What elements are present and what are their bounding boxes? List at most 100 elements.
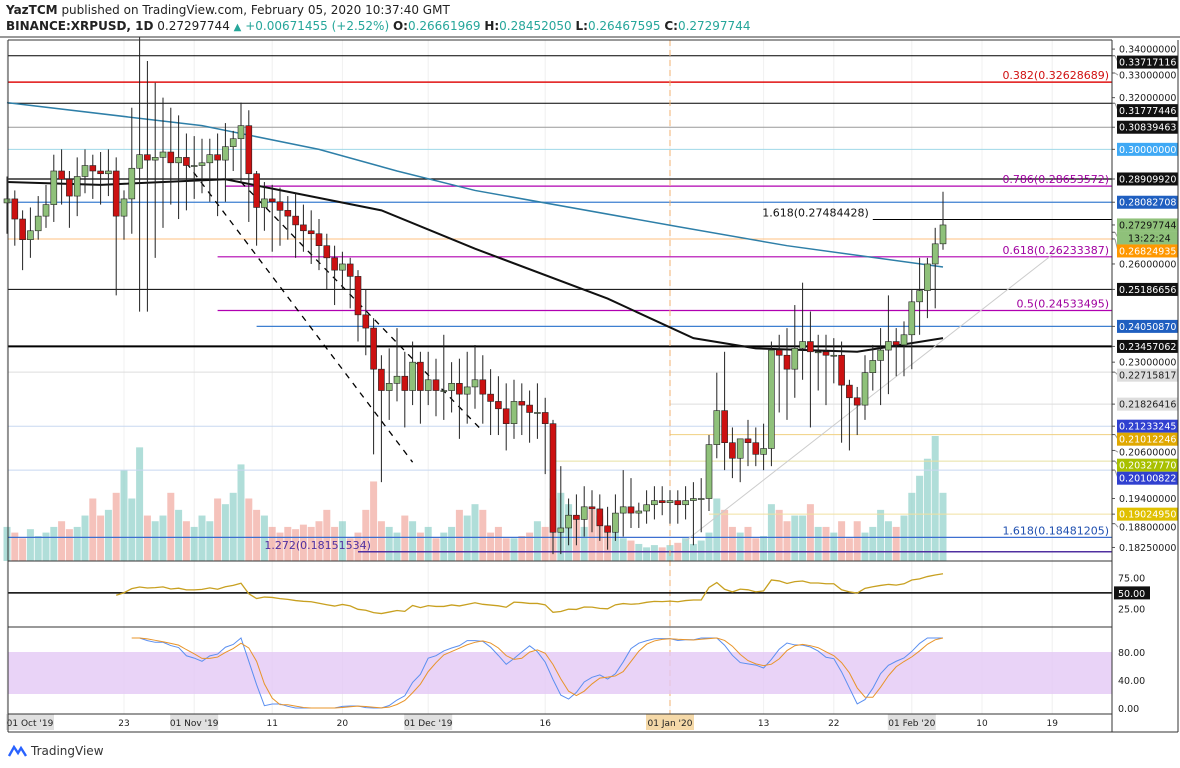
level-label: 1.618(0.27484428) <box>762 206 869 219</box>
candle-body <box>518 401 526 406</box>
candle-body <box>370 327 377 370</box>
candle-body <box>791 348 799 370</box>
candle-body <box>885 341 892 351</box>
volume-bar <box>198 515 206 561</box>
price-label-bg <box>1117 244 1178 258</box>
time-axis-label: 19 <box>1046 719 1058 729</box>
time-axis-label: 13 <box>758 719 769 729</box>
candle-body <box>190 165 198 167</box>
candle-body <box>346 263 354 277</box>
candle-body <box>136 154 143 169</box>
candle-body <box>838 354 845 386</box>
volume-bar <box>120 470 128 561</box>
candle-body <box>775 349 783 356</box>
candle-body <box>666 500 674 503</box>
candle-body <box>34 215 42 232</box>
candle-body <box>144 154 151 161</box>
trend-line <box>685 248 1061 542</box>
candle-body <box>557 527 565 533</box>
level-label: 0.786(0.28653572) <box>1002 173 1109 186</box>
date-label-bg <box>404 714 453 730</box>
volume-bar <box>728 526 736 561</box>
candle-body <box>736 438 744 459</box>
candle-body <box>799 341 806 349</box>
price-axis-label: 0.18250000 <box>1119 543 1176 554</box>
volume-bar <box>494 526 502 561</box>
candle-body <box>541 412 549 424</box>
candle-body <box>705 444 713 499</box>
candle-body <box>362 314 370 329</box>
volume-bar <box>588 509 596 561</box>
trend-line <box>185 162 414 463</box>
stoch-axis-label: 0.00 <box>1118 704 1139 715</box>
volume-bar <box>900 515 908 561</box>
volume-bar <box>58 521 66 561</box>
stoch-band <box>8 652 1112 694</box>
candle-body <box>393 375 401 384</box>
price-label-bg <box>1117 120 1178 134</box>
volume-bar <box>26 529 34 561</box>
candle-body <box>619 506 627 514</box>
volume-bar <box>416 532 424 561</box>
candle-body <box>167 151 175 164</box>
candle-body <box>471 379 479 388</box>
rsi-label-bg <box>1114 586 1150 600</box>
volume-bar <box>307 526 315 561</box>
price-label-bg <box>1117 432 1178 446</box>
volume-bar <box>455 509 463 561</box>
price-axis-label: 0.21233245 <box>1119 422 1176 433</box>
candle-body <box>50 170 58 205</box>
price-label-connector <box>1114 523 1119 528</box>
candle-body <box>924 263 931 291</box>
candle-body <box>97 170 104 175</box>
candle-body <box>378 368 385 391</box>
candle-body <box>128 167 136 200</box>
volume-bar <box>892 526 900 561</box>
volume-bar <box>354 532 362 561</box>
price-label-bg <box>1117 397 1178 411</box>
volume-bar <box>159 515 167 561</box>
stoch-axis-label: 80.00 <box>1118 648 1145 659</box>
price-axis-label: 0.30000000 <box>1119 145 1176 156</box>
volume-bar <box>315 521 323 561</box>
close-label: C: <box>664 19 678 33</box>
volume-bar <box>409 521 417 561</box>
volume-bar <box>767 504 775 561</box>
publish-info: YazTCM published on TradingView.com, Feb… <box>6 3 450 17</box>
candle-body <box>417 361 424 391</box>
volume-bar <box>471 504 479 561</box>
candle-body <box>323 245 331 259</box>
time-axis-label: 16 <box>539 719 551 729</box>
date-label-bg <box>887 714 936 730</box>
candle-body <box>409 361 416 391</box>
price-axis-label: 0.28909920 <box>1119 174 1176 185</box>
price-axis-label: 0.23457062 <box>1119 342 1176 353</box>
candle-body <box>573 514 580 520</box>
volume-bar <box>479 509 487 561</box>
time-axis-label: 23 <box>118 719 129 729</box>
author[interactable]: YazTCM <box>6 3 58 17</box>
candle-body <box>627 506 635 514</box>
candle-body <box>783 354 791 370</box>
volume-bar <box>463 515 471 561</box>
candle-body <box>822 351 830 356</box>
candle-body <box>89 165 97 172</box>
candle-body <box>307 230 315 235</box>
volume-bar <box>760 536 768 561</box>
tradingview-logo[interactable]: TradingView <box>8 744 104 758</box>
volume-bar <box>775 509 783 561</box>
price-axis-label: 0.33717116 <box>1119 58 1176 69</box>
price-axis-label: 0.18800000 <box>1119 523 1176 534</box>
candle-body <box>908 301 916 336</box>
volume-bar <box>619 538 627 561</box>
volume-bar <box>650 545 658 561</box>
candle-body <box>604 525 611 533</box>
candle-body <box>869 360 877 373</box>
price-axis-label: 0.20100822 <box>1119 474 1176 485</box>
volume-bar <box>346 538 354 561</box>
volume-bar <box>377 521 385 561</box>
volume-bar <box>370 481 378 561</box>
volume-bar <box>869 526 877 561</box>
candle-body <box>744 438 752 444</box>
